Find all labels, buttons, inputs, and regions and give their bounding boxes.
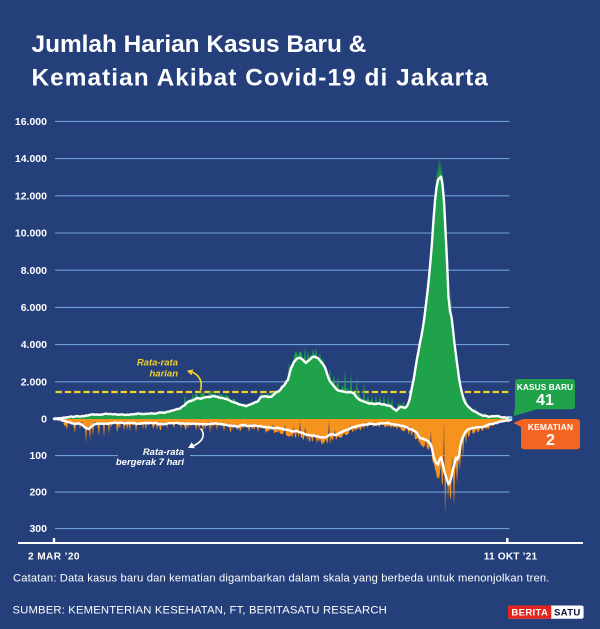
svg-text:10.000: 10.000: [15, 228, 47, 240]
svg-text:16.000: 16.000: [15, 116, 47, 128]
svg-text:Jumlah Harian Kasus Baru &: Jumlah Harian Kasus Baru &: [32, 31, 367, 58]
svg-text:41: 41: [536, 392, 554, 409]
svg-text:0: 0: [41, 414, 47, 426]
svg-text:4.000: 4.000: [21, 339, 47, 351]
svg-text:Kematian Akibat Covid-19 di Ja: Kematian Akibat Covid-19 di Jakarta: [32, 65, 489, 92]
svg-text:2.000: 2.000: [21, 376, 47, 388]
svg-text:KASUS BARU: KASUS BARU: [517, 382, 573, 392]
svg-text:2 MAR ’20: 2 MAR ’20: [28, 552, 80, 563]
svg-text:8.000: 8.000: [21, 265, 47, 277]
svg-text:2: 2: [546, 432, 555, 449]
svg-text:11 OKT ’21: 11 OKT ’21: [484, 552, 538, 563]
svg-text:300: 300: [29, 523, 47, 535]
svg-text:SUMBER: KEMENTERIAN KESEHATAN,: SUMBER: KEMENTERIAN KESEHATAN, FT, BERIT…: [13, 605, 387, 617]
svg-text:Rata-rata: Rata-rata: [143, 447, 184, 458]
svg-text:KEMATIAN: KEMATIAN: [528, 422, 573, 432]
svg-text:100: 100: [29, 450, 47, 462]
svg-text:Catatan: Data kasus baru dan k: Catatan: Data kasus baru dan kematian di…: [13, 573, 549, 585]
svg-text:SATU: SATU: [554, 608, 581, 619]
svg-text:12.000: 12.000: [15, 190, 47, 202]
svg-text:bergerak 7 hari: bergerak 7 hari: [116, 457, 184, 468]
svg-text:Rata-rata: Rata-rata: [137, 358, 178, 369]
svg-text:14.000: 14.000: [15, 153, 47, 165]
svg-text:200: 200: [29, 487, 47, 499]
svg-text:BERITA: BERITA: [511, 608, 548, 619]
svg-text:harian: harian: [149, 369, 178, 380]
svg-text:6.000: 6.000: [21, 302, 47, 314]
